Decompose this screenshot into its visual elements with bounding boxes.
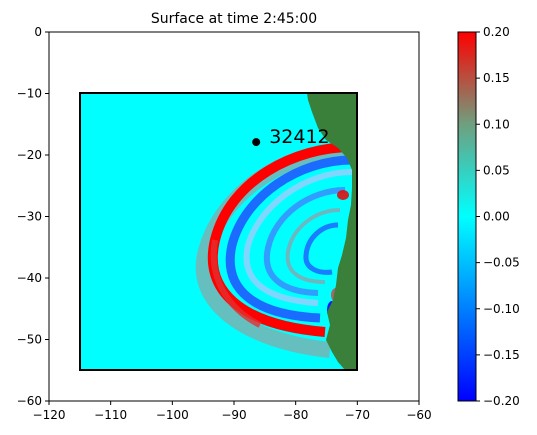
wave-trough-blue (225, 155, 353, 323)
colorbar-tick-label: 0.05 (483, 163, 510, 177)
colorbar-tick-label: −0.20 (483, 394, 520, 408)
x-tick-label: −100 (156, 408, 189, 422)
wave-inner-ring-2 (285, 208, 341, 284)
x-tick-label: −110 (94, 408, 127, 422)
x-tick-label: −60 (406, 408, 431, 422)
gauge-label: 32412 (269, 126, 329, 148)
colorbar-tick-label: −0.05 (483, 256, 520, 270)
x-tick-label: −120 (33, 408, 66, 422)
chart-title: Surface at time 2:45:00 (151, 11, 317, 27)
colorbar-tick-label: 0.10 (483, 117, 510, 131)
x-tick-label: −90 (221, 408, 246, 422)
wave-inner-ring-3 (303, 222, 339, 275)
coastal-red-patch-1 (337, 190, 349, 200)
y-tick-label: −20 (17, 148, 42, 162)
wave-field (80, 93, 357, 370)
colorbar (457, 31, 477, 402)
colorbar-tick-label: −0.10 (483, 302, 520, 316)
wave-crest-red-lower (210, 239, 262, 328)
y-tick-label: −30 (17, 210, 42, 224)
colorbar-ticks: 0.20 0.15 0.10 0.05 0.00 −0.05 −0.10 −0.15 −0.20 (476, 25, 520, 408)
gauge-marker (252, 138, 261, 147)
y-tick-label: −50 (17, 333, 42, 347)
colorbar-tick-label: 0.20 (483, 25, 510, 39)
wave-inner-ring-1 (263, 187, 346, 296)
colorbar-tick-label: 0.00 (483, 210, 510, 224)
y-tick-label: −40 (17, 271, 42, 285)
colorbar-tick-label: 0.15 (483, 71, 510, 85)
x-tick-label: −80 (283, 408, 308, 422)
x-axis: −120 −110 −100 −90 −80 −70 −60 (33, 401, 432, 422)
land-mass (307, 93, 357, 370)
x-tick-label: −70 (345, 408, 370, 422)
y-axis: 0 −10 −20 −30 −40 −50 −60 (17, 25, 49, 408)
y-tick-label: −10 (17, 87, 42, 101)
y-tick-label: −60 (17, 394, 42, 408)
wave-trough-light (243, 169, 353, 306)
domain-box (79, 92, 358, 371)
y-tick-label: 0 (34, 25, 42, 39)
colorbar-tick-label: −0.15 (483, 348, 520, 362)
